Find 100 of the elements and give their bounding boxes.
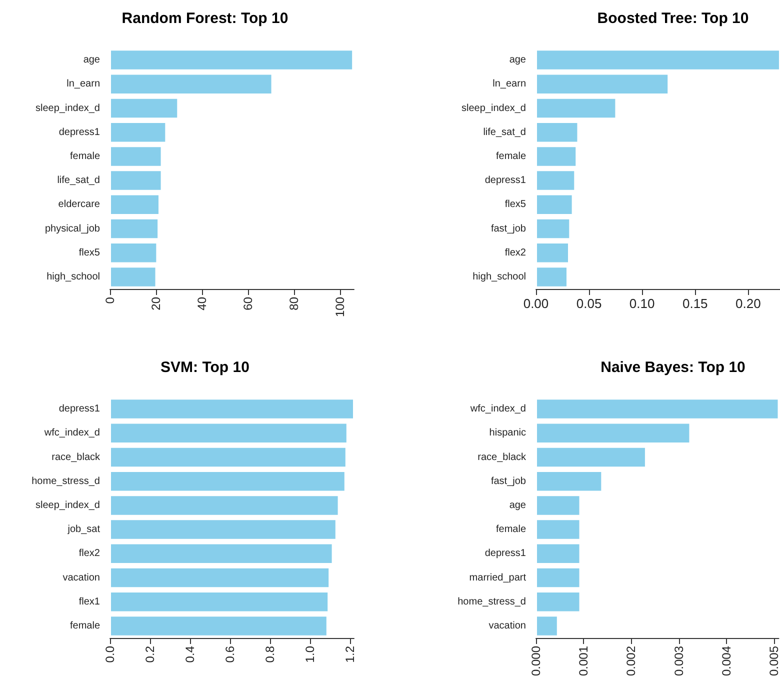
x-tick-label: 0.0 xyxy=(103,646,117,663)
y-tick-label: flex2 xyxy=(78,548,100,560)
bar xyxy=(536,266,568,288)
bar xyxy=(110,50,354,70)
y-tick-label: life_sat_d xyxy=(483,126,526,138)
y-tick-label: female xyxy=(496,150,526,162)
bar xyxy=(110,170,162,191)
x-tick-label: 0.00 xyxy=(523,296,549,311)
bar xyxy=(536,591,580,612)
bar xyxy=(536,422,690,444)
chart-title: Naive Bayes: Top 10 xyxy=(600,359,746,376)
x-tick-label: 0.05 xyxy=(576,296,602,311)
bar xyxy=(536,122,578,143)
y-tick-label: sleep_index_d xyxy=(36,102,100,114)
y-tick-label: female xyxy=(70,620,100,632)
bar xyxy=(536,567,580,588)
bar xyxy=(110,398,354,420)
bar xyxy=(110,495,339,516)
y-tick-label: job_sat xyxy=(66,524,100,536)
bar xyxy=(110,122,166,143)
bar xyxy=(536,519,580,540)
x-tick-label: 0.8 xyxy=(263,646,277,663)
y-tick-label: flex5 xyxy=(504,199,526,210)
x-tick-label: 0.005 xyxy=(767,646,780,676)
y-tick-label: flex2 xyxy=(504,247,526,258)
x-tick-label: 80 xyxy=(287,296,302,310)
bar xyxy=(536,218,570,240)
bar xyxy=(110,519,336,540)
bar xyxy=(536,616,558,636)
y-tick-label: high_school xyxy=(472,271,526,282)
x-tick-label: 0.002 xyxy=(624,646,638,676)
y-tick-label: married_part xyxy=(469,572,526,584)
bar xyxy=(536,398,779,420)
bar xyxy=(536,74,669,95)
y-tick-label: sleep_index_d xyxy=(462,102,526,114)
x-tick-label: 20 xyxy=(149,296,164,310)
chart-title: SVM: Top 10 xyxy=(160,359,250,376)
y-tick-label: flex5 xyxy=(78,247,100,258)
chart-title: Random Forest: Top 10 xyxy=(122,10,288,27)
bar xyxy=(110,218,159,240)
bar xyxy=(536,50,780,70)
y-tick-label: race_black xyxy=(478,452,527,463)
y-tick-label: home_stress_d xyxy=(32,476,100,487)
bar xyxy=(110,446,346,468)
bar xyxy=(110,74,272,95)
y-tick-label: age xyxy=(509,54,526,66)
x-tick-label: 0.4 xyxy=(183,646,197,663)
y-tick-label: female xyxy=(70,150,100,162)
y-tick-label: hispanic xyxy=(489,428,526,439)
y-tick-label: fast_job xyxy=(490,476,526,487)
x-tick-label: 1.2 xyxy=(343,646,357,663)
bar xyxy=(110,98,178,119)
x-tick-label: 1.0 xyxy=(303,646,317,663)
x-tick-label: 60 xyxy=(241,296,256,310)
y-tick-label: vacation xyxy=(62,572,100,584)
y-tick-label: high_school xyxy=(46,271,100,282)
x-tick-label: 0.001 xyxy=(576,646,591,676)
bar xyxy=(536,495,580,516)
y-tick-label: life_sat_d xyxy=(57,175,100,186)
bar xyxy=(536,194,573,216)
x-tick-label: 0.20 xyxy=(736,296,761,311)
bar xyxy=(536,146,577,167)
y-tick-label: wfc_index_d xyxy=(43,428,100,439)
bar xyxy=(110,543,333,564)
y-tick-label: depress1 xyxy=(58,126,100,138)
x-tick-label: 100 xyxy=(333,296,348,318)
bar xyxy=(110,470,346,492)
bar xyxy=(536,242,569,264)
x-tick-label: 0.15 xyxy=(682,296,708,311)
y-tick-label: depress1 xyxy=(484,175,526,186)
y-tick-label: sleep_index_d xyxy=(36,500,100,511)
bar xyxy=(110,616,328,636)
x-tick-label: 0 xyxy=(103,296,117,304)
y-tick-label: female xyxy=(496,524,526,536)
chart-title: Boosted Tree: Top 10 xyxy=(597,10,749,27)
y-tick-label: age xyxy=(83,54,100,66)
y-tick-label: ln_earn xyxy=(66,78,100,90)
y-tick-label: flex1 xyxy=(78,596,100,608)
x-tick-label: 40 xyxy=(195,296,210,310)
bar xyxy=(110,146,162,167)
x-tick-label: 0.2 xyxy=(143,646,157,663)
bar xyxy=(536,98,616,119)
y-tick-label: ln_earn xyxy=(492,78,526,90)
bar xyxy=(110,422,348,444)
y-tick-label: race_black xyxy=(52,452,101,463)
bar xyxy=(110,591,329,612)
x-tick-label: 0.004 xyxy=(719,646,734,676)
x-tick-label: 0.003 xyxy=(672,646,686,676)
x-tick-label: 0.000 xyxy=(529,646,543,676)
y-tick-label: physical_job xyxy=(44,223,100,234)
x-tick-label: 0.6 xyxy=(223,646,237,663)
y-tick-label: eldercare xyxy=(58,199,100,210)
bar xyxy=(110,242,158,264)
y-tick-label: vacation xyxy=(488,620,526,632)
bar xyxy=(110,567,330,588)
bar xyxy=(536,470,602,492)
y-tick-label: age xyxy=(509,500,526,511)
y-tick-label: depress1 xyxy=(58,404,100,415)
bar xyxy=(110,266,156,288)
bar xyxy=(536,170,576,191)
